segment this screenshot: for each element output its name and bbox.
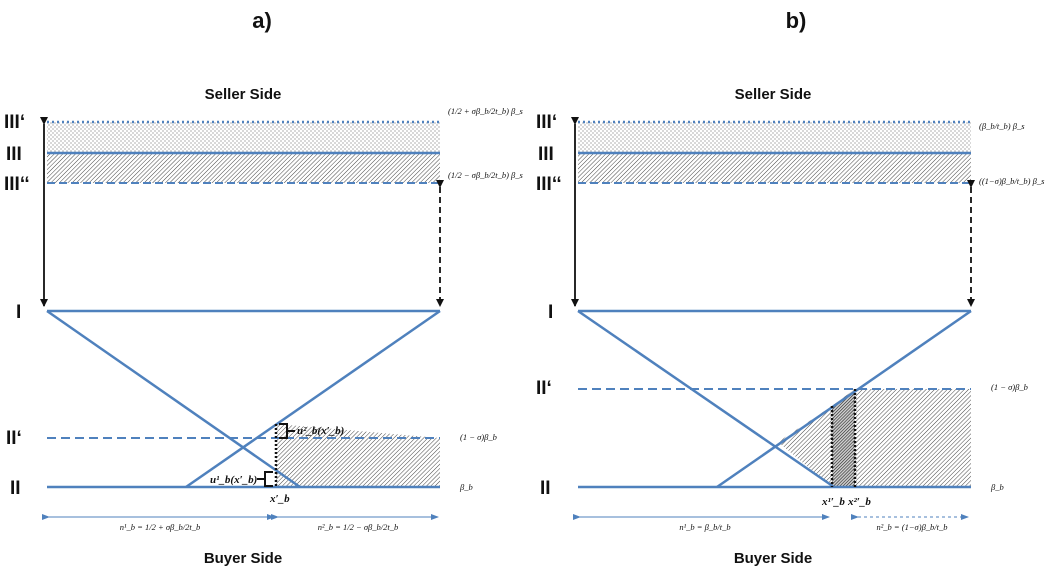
seller-upper-band: [47, 122, 440, 153]
level-III-prime: III‘: [4, 112, 25, 133]
level-III-double-prime: III‘‘: [4, 174, 30, 195]
level-II-prime: II‘: [536, 378, 552, 399]
u2-brace: [279, 423, 295, 439]
buyer-shaded-region: [276, 424, 440, 487]
panel-title: a): [252, 8, 272, 33]
u1-brace: [257, 471, 273, 487]
seller-side-label: Seller Side: [205, 86, 282, 103]
u2-label: u²_b(x′_b): [297, 425, 344, 437]
n1-label: n¹_b = 1/2 + σβ_b/2t_b: [120, 522, 201, 532]
diagonal-up: [185, 309, 441, 489]
diagonal-down: [577, 309, 835, 489]
level-II: II: [540, 478, 551, 499]
u1-label: u¹_b(x′_b): [210, 474, 257, 486]
label-top-right: (1/2 + σβ_b/2t_b) β_s: [448, 106, 524, 116]
panel-b: b) Seller Side III‘ III III‘‘ I II‘ II x…: [536, 8, 1045, 567]
level-III-prime: III‘: [536, 112, 557, 133]
level-I: I: [16, 302, 21, 323]
level-III-double-prime: III‘‘: [536, 174, 562, 195]
level-II: II: [10, 478, 21, 499]
x-prime-label: x′_b: [269, 493, 290, 505]
level-I: I: [548, 302, 553, 323]
panel-a: a) Seller Side III‘ III III‘‘ I II‘ II: [4, 8, 524, 567]
label-bottom-right: ((1−σ)β_b/t_b) β_s: [979, 176, 1045, 186]
n1-label: n¹_b = β_b/t_b: [679, 522, 730, 532]
level-II-prime: II‘: [6, 428, 22, 449]
n2-label: n²_b = 1/2 − σβ_b/2t_b: [318, 522, 399, 532]
label-bottom-right: (1/2 − σβ_b/2t_b) β_s: [448, 170, 524, 180]
level-III: III: [6, 144, 22, 165]
label-top-right: (β_b/t_b) β_s: [979, 121, 1025, 131]
right-hatched-region: [855, 389, 971, 487]
label-low-right: β_b: [459, 482, 473, 492]
level-III: III: [538, 144, 554, 165]
seller-lower-band: [578, 153, 971, 183]
x2-label: x²′_b: [847, 496, 871, 508]
dark-hatched-strip: [832, 389, 855, 487]
buyer-side-label: Buyer Side: [734, 550, 812, 567]
buyer-side-label: Buyer Side: [204, 550, 282, 567]
seller-side-label: Seller Side: [735, 86, 812, 103]
label-mid-right: (1 − σ)β_b: [991, 382, 1028, 392]
panel-title: b): [786, 8, 807, 33]
left-hatched-triangle: [778, 406, 832, 487]
seller-upper-band: [578, 122, 971, 153]
diagonal-up: [716, 309, 972, 489]
label-mid-right: (1 − σ)β_b: [460, 432, 497, 442]
x1-label: x¹′_b: [821, 496, 845, 508]
label-low-right: β_b: [990, 482, 1004, 492]
diagonal-down: [46, 309, 301, 489]
seller-lower-band: [47, 153, 440, 183]
n2-label: n²_b = (1−σ)β_b/t_b: [876, 522, 947, 532]
